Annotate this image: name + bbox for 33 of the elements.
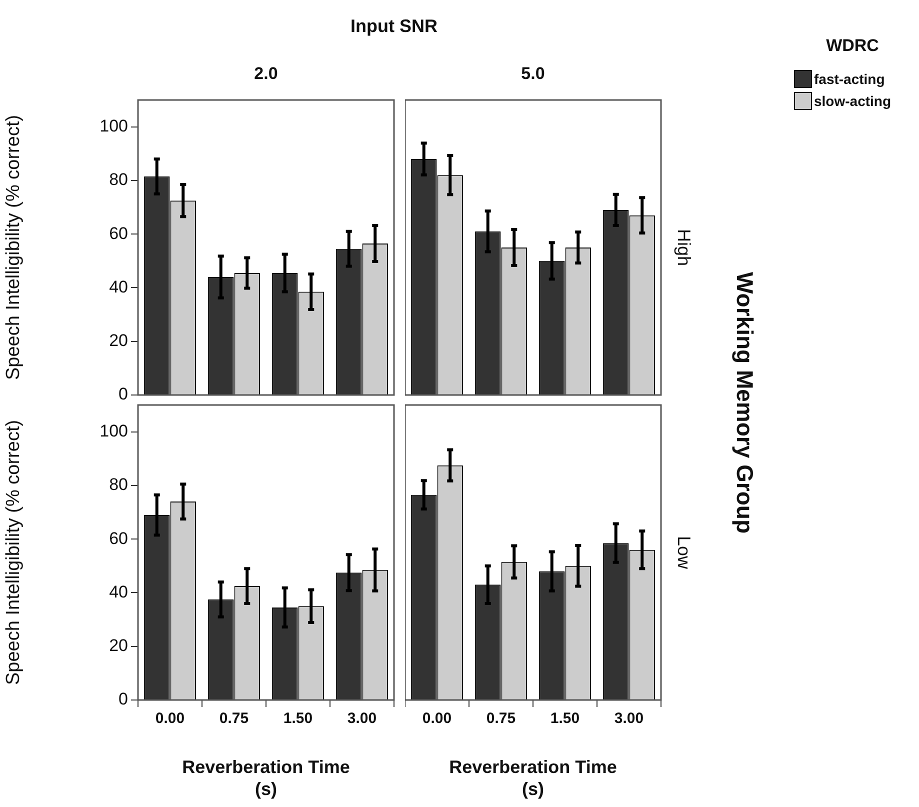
- y-tick-label: 100: [100, 116, 128, 136]
- y-tick-label: 20: [109, 331, 128, 350]
- chart-subtitle: 5.0: [520, 64, 546, 84]
- text: Working Memory Group: [731, 270, 758, 536]
- x-tick-label: 1.50: [283, 710, 313, 728]
- x-tick-label: 0.75: [486, 710, 516, 728]
- y-axis-title: Speech Intelligibility (% correct): [3, 114, 25, 382]
- y-tick-label: 60: [109, 528, 128, 548]
- x-axis-title: Reverberation Time (s): [448, 756, 618, 800]
- y-tick-label: 0: [118, 690, 128, 709]
- chart-subtitle: 2.0: [253, 64, 279, 84]
- x-tick-label: 3.00: [347, 710, 377, 728]
- y-tick-label: 60: [109, 224, 128, 243]
- y-tick-label: 0: [118, 384, 128, 404]
- x-tick-label: 1.50: [550, 710, 580, 728]
- y-tick-label: 100: [100, 422, 128, 441]
- y-tick-label: 80: [109, 170, 128, 190]
- legend-label: slow-acting: [814, 93, 892, 109]
- y-tick-label: 80: [109, 475, 128, 494]
- legend-title: WDRC: [825, 36, 880, 56]
- x-tick-label: 0.00: [422, 710, 452, 728]
- y-tick-label: 40: [109, 582, 128, 602]
- y-axis-title: Speech Intelligibility (% correct): [3, 418, 25, 688]
- text: Low: [673, 534, 694, 572]
- y-tick-label: 40: [109, 277, 128, 296]
- chart-title: Input SNR: [350, 16, 438, 37]
- x-tick-label: 3.00: [614, 710, 644, 728]
- text: High: [673, 228, 694, 268]
- x-axis-title: Reverberation Time (s): [181, 756, 351, 800]
- x-tick-label: 0.75: [219, 710, 249, 728]
- y-tick-label: 20: [109, 636, 128, 656]
- x-tick-label: 0.00: [155, 710, 185, 728]
- legend-label: fast-acting: [814, 71, 885, 87]
